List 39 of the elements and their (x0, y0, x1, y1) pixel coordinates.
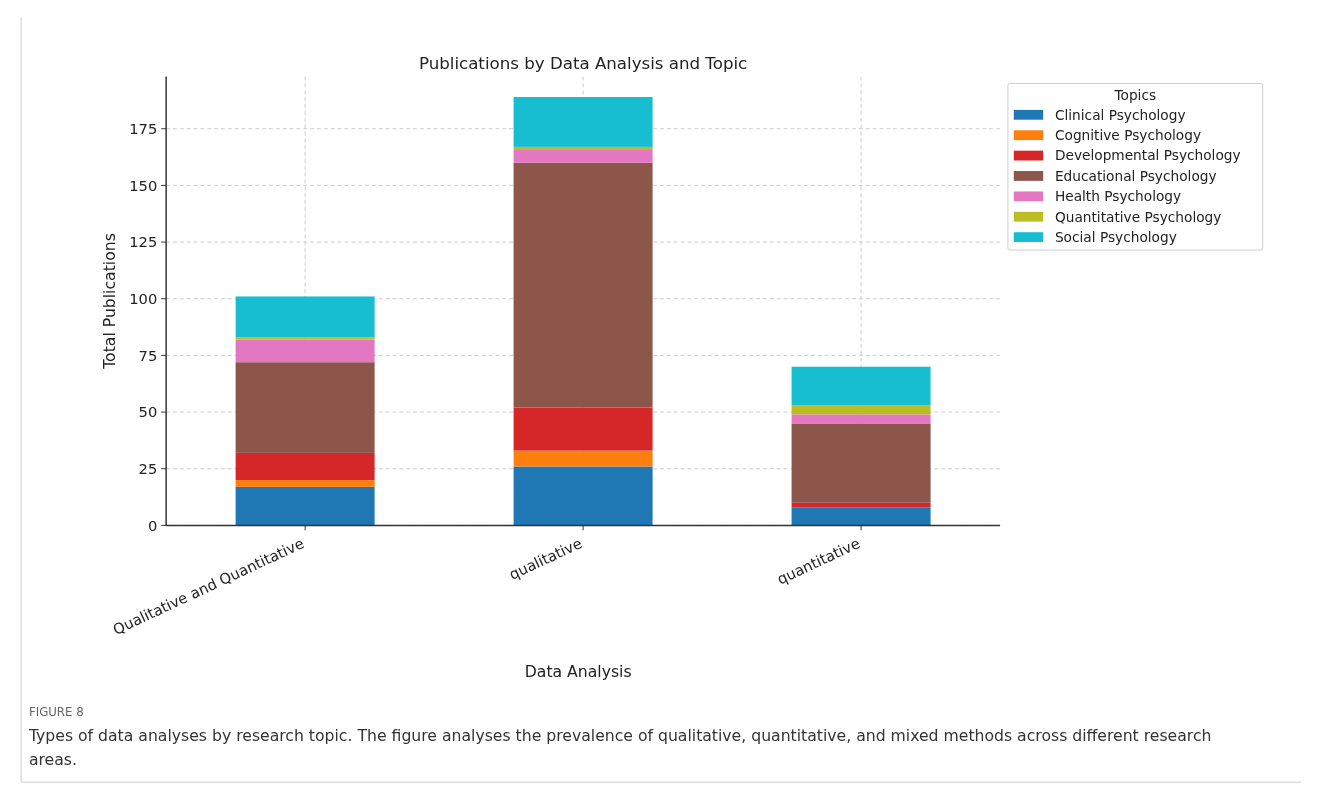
legend-label: Quantitative Psychology (1054, 208, 1222, 225)
text: Types of data analyses by research topic. The figure analyses the prevalence of qualitative, quantitative, and mixed methods across different research areas. (27, 726, 1212, 769)
legend-label: Cognitive Psychology (1054, 127, 1202, 143)
y-tick-label: 50 (138, 403, 158, 421)
x-axis-title: Data Analysis (524, 662, 632, 682)
y-tick-label: 100 (129, 289, 158, 307)
bar (791, 423, 931, 503)
bar (791, 366, 931, 406)
bar (791, 405, 931, 415)
bar (513, 407, 653, 451)
y-axis-title: Total Publications (100, 233, 120, 370)
legend-label: Health Psychology (1054, 188, 1182, 205)
y-tick-label: 0 (147, 516, 158, 534)
bar (513, 149, 653, 163)
bar (235, 296, 375, 338)
y-tick-label: 25 (138, 459, 158, 477)
bar (235, 480, 375, 487)
legend-title: Topics (1113, 87, 1157, 104)
bar (791, 414, 931, 424)
legend-label: Educational Psychology (1054, 167, 1217, 184)
legend-label: Social Psychology (1054, 228, 1177, 245)
bar (235, 339, 375, 363)
y-tick-label: 75 (138, 346, 158, 364)
legend-label: Developmental Psychology (1054, 147, 1241, 164)
bar (513, 97, 653, 147)
bar (235, 337, 375, 340)
y-tick-label: 150 (129, 176, 158, 194)
bar (513, 466, 653, 526)
legend-label: Clinical Psychology (1054, 106, 1186, 123)
bar (791, 507, 931, 526)
chart-title: Publications by Data Analysis and Topic (418, 53, 748, 73)
bar (235, 486, 375, 526)
y-tick-label: 125 (129, 233, 158, 251)
bar (513, 162, 653, 408)
caption: FIGURE 8 (28, 704, 84, 719)
y-tick-label: 175 (129, 119, 158, 137)
bar (235, 452, 375, 481)
bar (235, 362, 375, 453)
bar (513, 450, 653, 467)
